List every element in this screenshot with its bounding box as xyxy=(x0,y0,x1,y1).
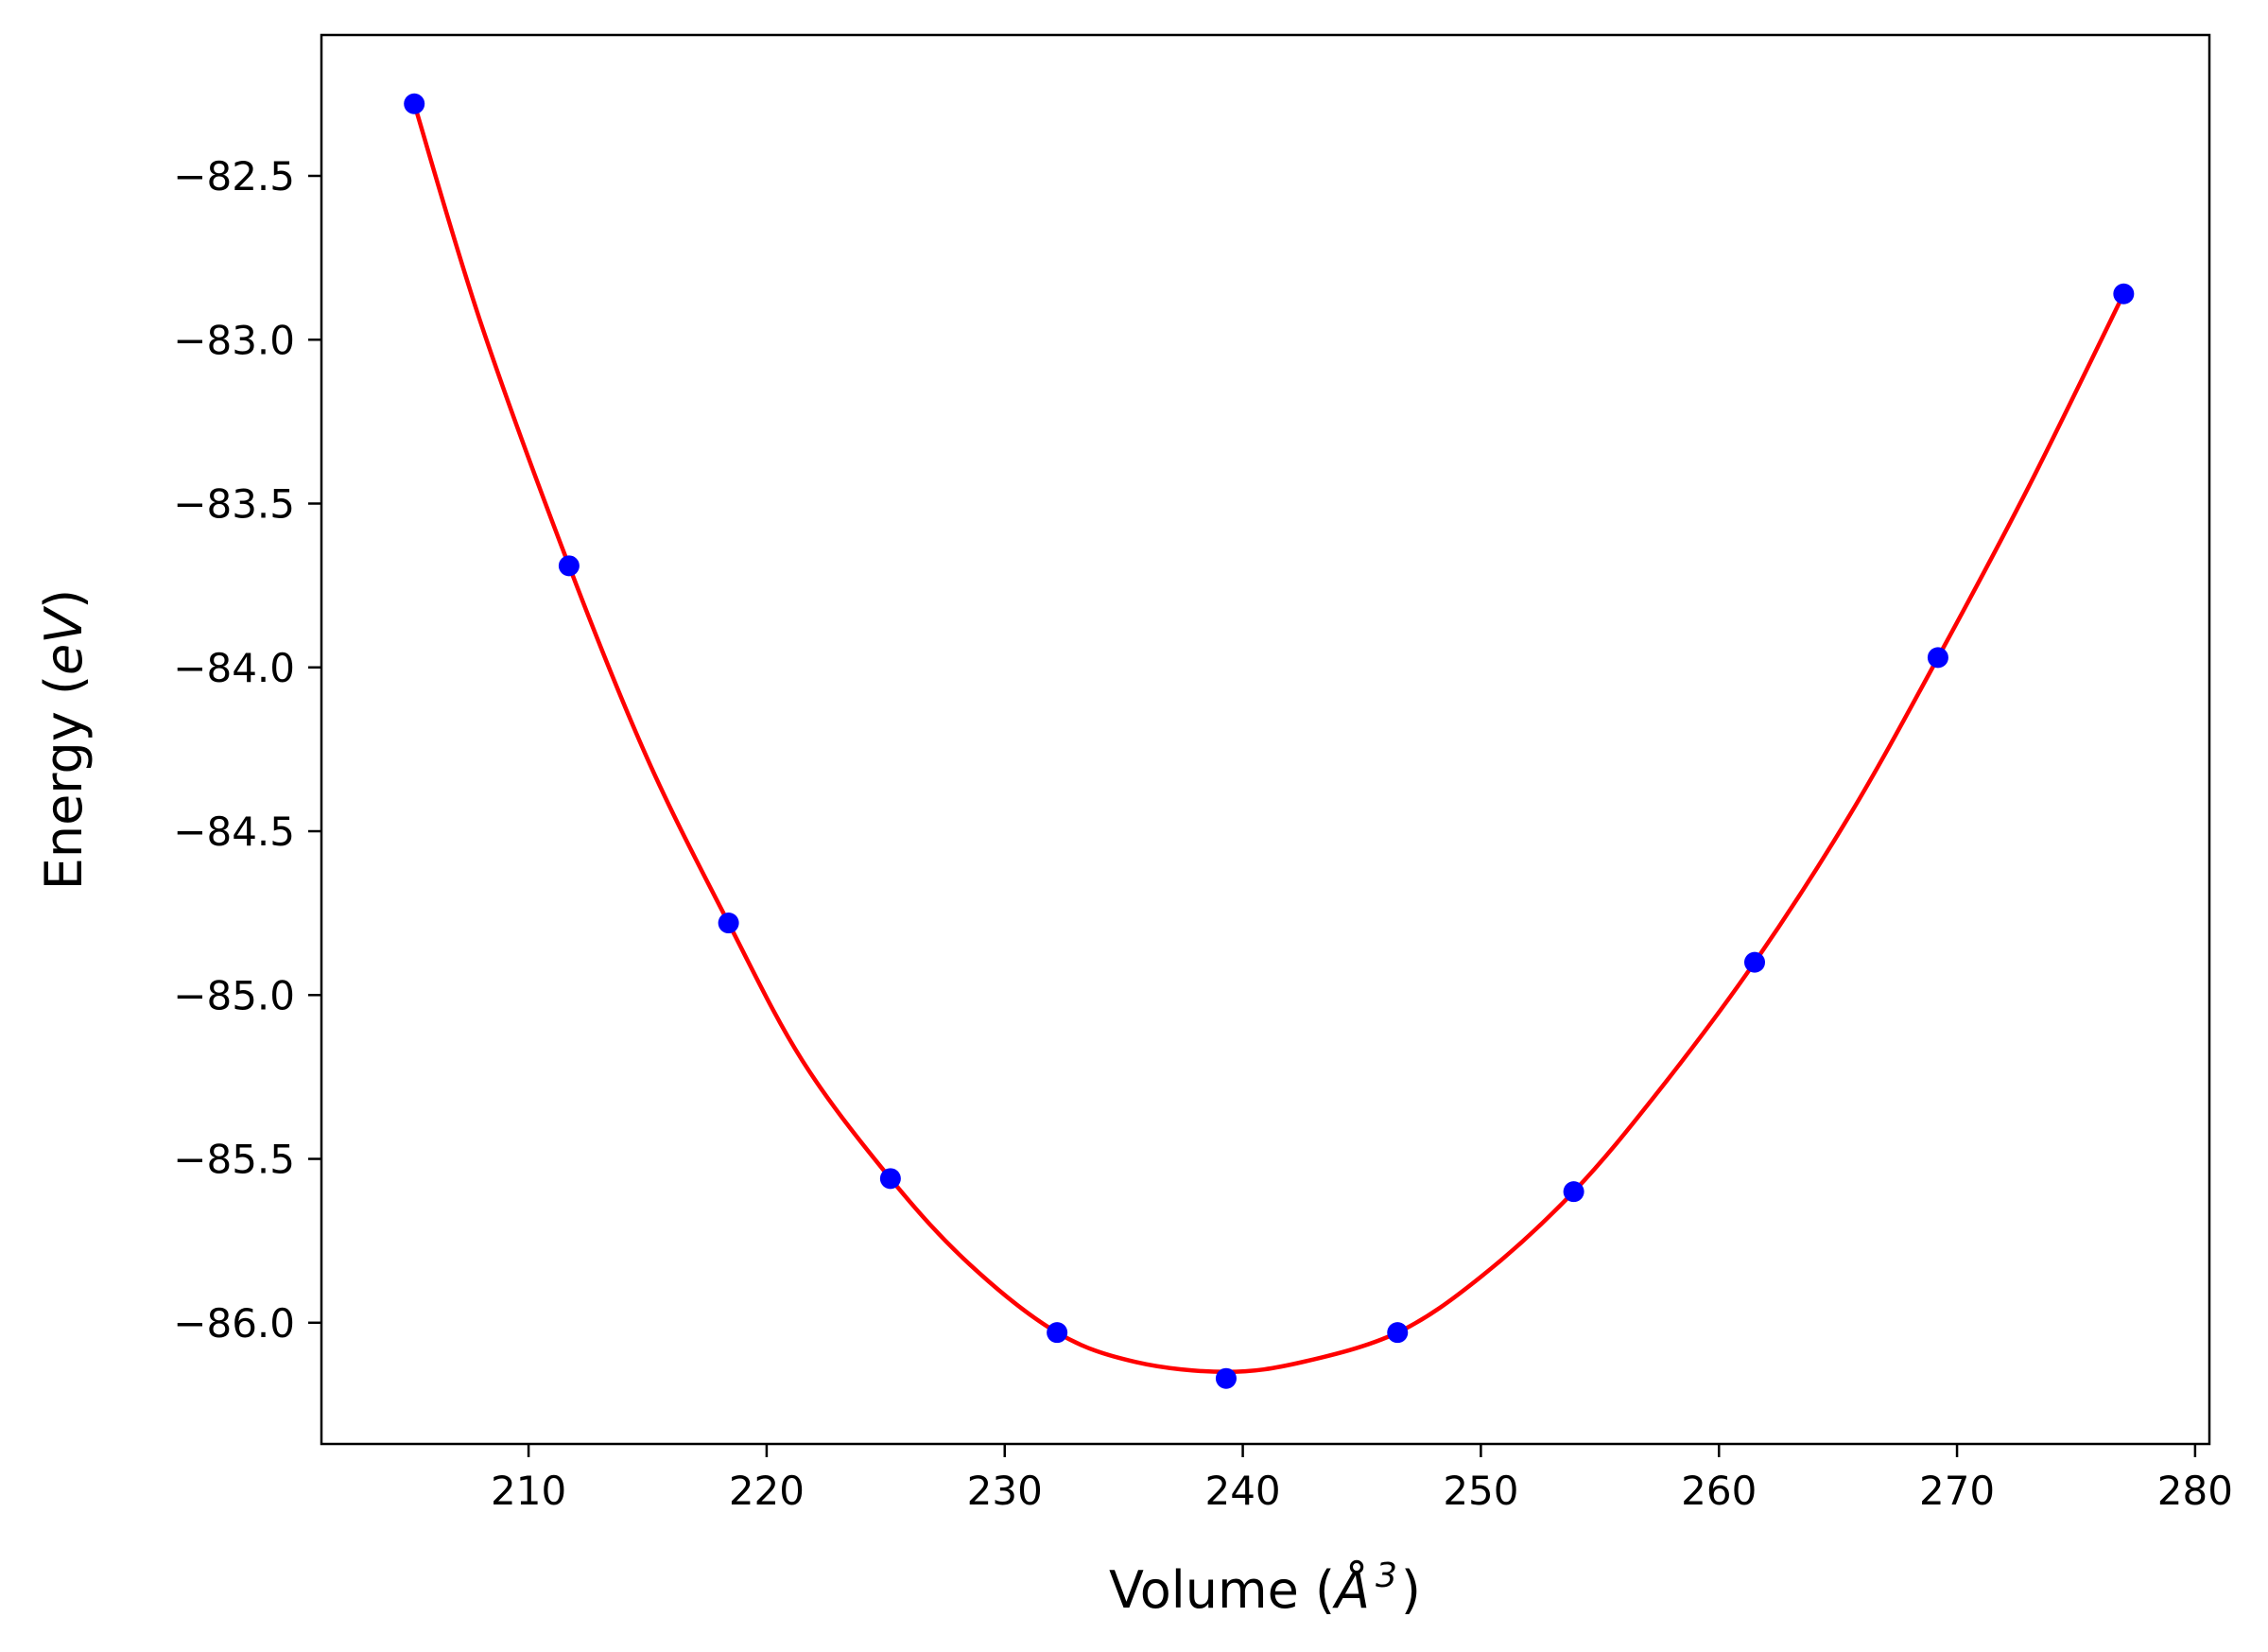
x-tick-label: 250 xyxy=(1443,1468,1518,1514)
x-axis-label-prefix: Volume ( xyxy=(1109,1560,1335,1620)
data-point xyxy=(1744,951,1766,973)
data-point xyxy=(1215,1367,1237,1389)
x-axis-label: Volume (Å 3) xyxy=(1109,1556,1421,1620)
x-axis-ticks: 210 220 230 240 250 260 270 280 xyxy=(491,1444,2233,1514)
x-axis-label-suffix: ) xyxy=(1401,1560,1421,1620)
x-axis-label-superscript: 3 xyxy=(1376,1556,1397,1595)
x-tick-label: 230 xyxy=(967,1468,1043,1514)
plot-frame xyxy=(320,33,2211,1446)
y-tick-label: −83.0 xyxy=(173,317,295,363)
data-point xyxy=(1563,1181,1584,1203)
y-tick-label: −82.5 xyxy=(173,153,295,200)
data-point xyxy=(879,1168,901,1190)
y-axis-label-suffix: ) xyxy=(34,589,94,609)
x-axis-label-symbol: Å xyxy=(1332,1559,1370,1620)
data-point xyxy=(1047,1322,1068,1344)
data-point xyxy=(1387,1322,1409,1344)
x-tick-label: 240 xyxy=(1204,1468,1280,1514)
y-tick-label: −84.5 xyxy=(173,809,295,855)
data-point xyxy=(2113,283,2135,304)
y-tick-label: −84.0 xyxy=(173,645,295,691)
y-axis-ticks: −82.5 −83.0 −83.5 −84.0 −84.5 −85.0 −85.5 −86.0 xyxy=(173,153,321,1347)
y-axis-label: Energy (eV) xyxy=(34,589,94,891)
y-tick-label: −85.0 xyxy=(173,972,295,1018)
y-tick-label: −85.5 xyxy=(173,1137,295,1183)
y-tick-label: −83.5 xyxy=(173,481,295,528)
data-point xyxy=(1927,647,1948,669)
data-point xyxy=(718,913,739,934)
y-axis-label-unit: eV xyxy=(34,605,94,675)
x-tick-label: 260 xyxy=(1681,1468,1757,1514)
y-tick-label: −86.0 xyxy=(173,1300,295,1347)
x-tick-label: 210 xyxy=(491,1468,566,1514)
data-point xyxy=(404,93,425,114)
plot-layer xyxy=(404,93,2135,1389)
data-point xyxy=(558,555,580,577)
x-tick-label: 270 xyxy=(1919,1468,1995,1514)
x-tick-label: 220 xyxy=(729,1468,805,1514)
x-tick-label: 280 xyxy=(2157,1468,2233,1514)
y-axis-label-prefix: Energy ( xyxy=(34,675,94,890)
